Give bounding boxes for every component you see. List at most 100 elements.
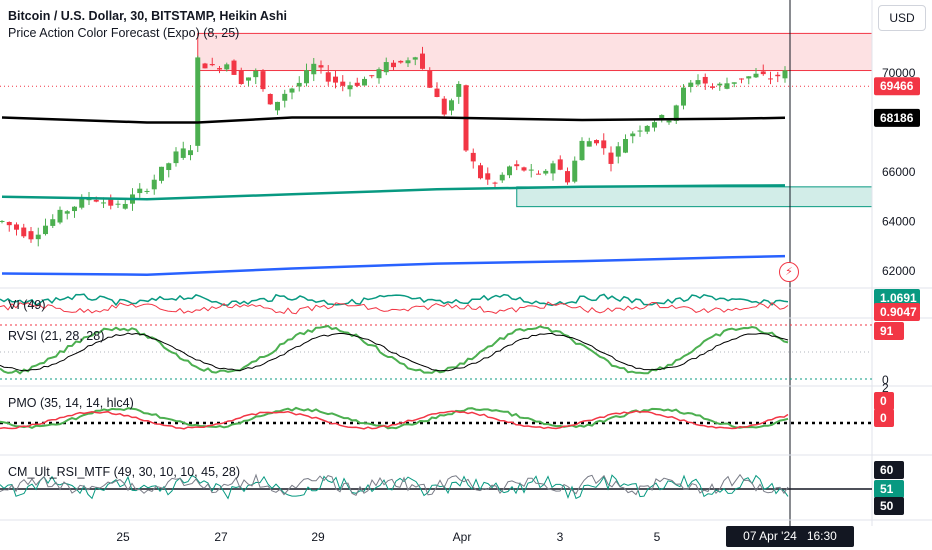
candle-body (144, 190, 150, 192)
candle-body (630, 133, 636, 137)
cm-rsi-upper-badge: 60 (880, 463, 894, 477)
candle-body (79, 197, 85, 208)
candle-body (267, 93, 273, 105)
indicator-label[interactable]: Price Action Color Forecast (Expo) (8, 2… (8, 26, 240, 40)
last-price-badge-bg (874, 77, 920, 96)
candle-body (289, 88, 295, 93)
candle-body (565, 171, 570, 183)
candle-body (528, 169, 534, 171)
candle-body (608, 152, 614, 164)
candle-body (615, 146, 621, 157)
cm-rsi-value-badge: 51 (880, 482, 894, 496)
candle-body (681, 87, 686, 106)
pmo-line (0, 406, 789, 430)
candle-body (470, 152, 476, 162)
candle-body (572, 160, 578, 182)
vi-minus-line (0, 301, 789, 315)
rvsi-badge-bg (874, 322, 904, 340)
candle-body (383, 62, 389, 73)
rvsi-pane-label[interactable]: RVSI (21, 28, 28) (8, 329, 105, 343)
pmo-pane-label[interactable]: PMO (35, 14, 14, hlc4) (8, 396, 134, 410)
cm-rsi-lower-badge-bg (874, 497, 904, 515)
candle-body (478, 165, 483, 179)
vi-pane-label[interactable]: VI (49) (8, 298, 46, 312)
x-tick-label: Apr (453, 530, 472, 544)
candle-body (57, 209, 63, 223)
candle-body (644, 125, 650, 132)
candle-body (398, 60, 404, 63)
candle-body (724, 83, 730, 89)
candle-body (441, 98, 447, 115)
candle-body (492, 182, 498, 184)
candle-body (35, 234, 41, 240)
vi-plus-badge-bg (874, 289, 920, 307)
cm-rsi-value-badge-bg (874, 480, 904, 498)
pmo-signal-badge: 0 (880, 411, 887, 425)
ma-black-badge-bg (874, 108, 920, 127)
candle-body (369, 75, 375, 77)
candle-body (601, 140, 607, 149)
candle-body (717, 83, 723, 86)
candle-body (586, 141, 592, 147)
pmo-axis-label: 2 (882, 381, 889, 395)
candle-body (702, 76, 708, 84)
cm-rsi-upper-badge-bg (874, 461, 904, 479)
candle-body (6, 221, 12, 226)
crosshair-time-badge: 07 Apr '24 16:30 (726, 526, 854, 547)
cm-rsi-line (0, 474, 789, 500)
candle-body (318, 65, 324, 68)
candle-body (521, 167, 527, 171)
candle-body (108, 197, 114, 206)
candle-body (775, 74, 781, 77)
candle-body (28, 231, 34, 240)
candle-body (753, 73, 759, 78)
candle-body (72, 206, 77, 212)
candle-body (325, 72, 331, 82)
currency-button[interactable]: USD (878, 5, 926, 31)
candle-body (550, 163, 556, 174)
lightning-icon[interactable]: ⚡ (779, 262, 799, 282)
candle-body (166, 163, 172, 171)
candle-body (246, 77, 251, 81)
candle-body (311, 63, 317, 75)
candle-body (557, 159, 563, 170)
rvsi-slow-line (0, 332, 789, 372)
candle-body (333, 76, 338, 83)
candle-body (188, 150, 193, 156)
candle-body (739, 78, 744, 80)
candle-body (666, 120, 672, 123)
candle-body (238, 70, 244, 85)
vi-minus-badge: 0.9047 (880, 305, 917, 319)
candle-body (296, 82, 302, 87)
vi-minus-badge-bg (874, 303, 920, 321)
candle-body (405, 60, 411, 64)
candle-body (688, 82, 694, 87)
candle-body (420, 53, 425, 69)
candle-body (673, 105, 679, 121)
candle-body (14, 224, 19, 230)
candle-body (391, 62, 396, 68)
candle-body (64, 211, 70, 214)
rvsi-axis-label: 0 (882, 373, 889, 387)
candle-body (93, 199, 99, 202)
x-tick-label: 25 (116, 530, 130, 544)
ma-black-badge: 68186 (880, 111, 914, 125)
candle-body (173, 151, 179, 164)
candle-body (594, 140, 599, 144)
candle-body (151, 179, 157, 190)
candle-body (623, 138, 628, 153)
cm-rsi-pane-label[interactable]: CM_Ult_RSI_MTF (49, 30, 10, 10, 45, 28) (8, 465, 241, 479)
candle-body (180, 148, 186, 158)
candle-body (275, 101, 280, 111)
candle-body (782, 70, 788, 79)
candle-body (0, 220, 5, 222)
candle-body (43, 225, 48, 235)
candle-body (543, 170, 549, 174)
candle-body (710, 86, 715, 88)
supply-zone (197, 32, 873, 72)
price-tick-label: 66000 (882, 165, 916, 179)
candle-body (637, 130, 643, 132)
pmo-signal-line (0, 410, 789, 430)
candle-body (731, 82, 737, 84)
